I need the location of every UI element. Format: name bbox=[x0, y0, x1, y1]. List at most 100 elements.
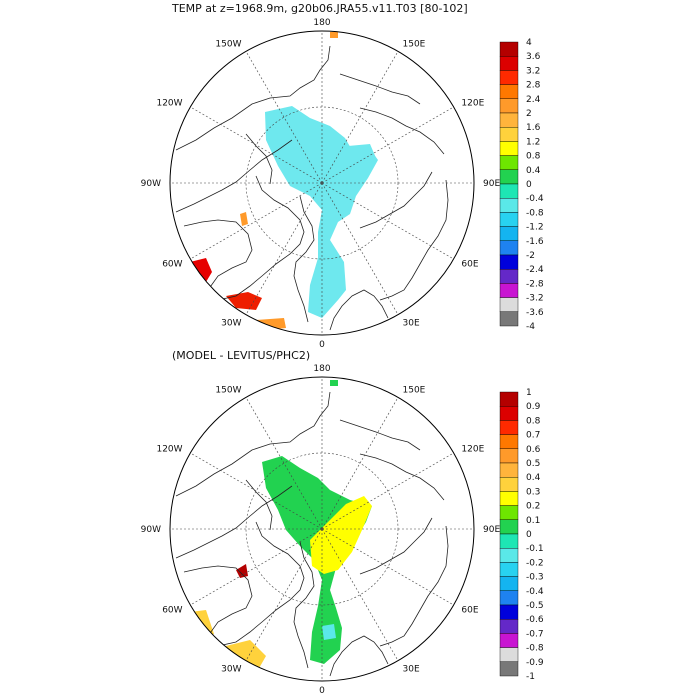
colorbar-label: -0.4 bbox=[526, 587, 544, 597]
colorbar-swatch bbox=[499, 112, 519, 128]
colorbar-label: -3.6 bbox=[526, 308, 544, 318]
colorbar-swatch bbox=[499, 477, 519, 492]
meridian-line bbox=[321, 106, 454, 184]
colorbar-label: -0.7 bbox=[526, 629, 544, 639]
coastline bbox=[379, 525, 449, 647]
longitude-label: 150W bbox=[215, 386, 241, 396]
colorbar-swatch bbox=[499, 311, 519, 327]
colorbar-label: -0.4 bbox=[526, 194, 544, 204]
colorbar-label: -1.6 bbox=[526, 237, 544, 247]
longitude-label: 30W bbox=[221, 318, 241, 328]
warm-anomaly-region bbox=[240, 212, 248, 226]
colorbar-swatch bbox=[499, 212, 519, 227]
warm-anomaly-region bbox=[190, 258, 212, 282]
colorbar-swatch bbox=[499, 661, 519, 677]
colorbar-swatch bbox=[499, 84, 519, 99]
meridian-line bbox=[321, 51, 399, 184]
meridian-line bbox=[321, 528, 454, 606]
colorbar-swatch bbox=[499, 391, 519, 407]
map-boundary bbox=[169, 30, 475, 336]
colorbar-label: 3.6 bbox=[526, 52, 541, 62]
longitude-label: 90E bbox=[483, 179, 500, 189]
positive-anomaly-region bbox=[330, 380, 338, 386]
meridian-line bbox=[321, 182, 454, 260]
colorbar-swatch bbox=[499, 533, 519, 549]
warm-anomaly-region bbox=[256, 318, 286, 330]
coastline bbox=[175, 485, 293, 559]
colorbar-swatch bbox=[499, 647, 519, 662]
coastline bbox=[329, 635, 389, 677]
colorbar: 1 0.9 0.8 0.7 0.6 0.5 0.4 0.3 0.2 0.1 0 -0.1 -0.2 -0.… bbox=[499, 388, 544, 682]
colorbar-swatch bbox=[499, 448, 519, 464]
longitude-label: 60E bbox=[461, 606, 478, 616]
coastline bbox=[175, 45, 331, 151]
meridian-line bbox=[190, 106, 323, 184]
colorbar-label: -1.2 bbox=[526, 223, 544, 233]
coastline bbox=[339, 419, 421, 451]
colorbar-label: 0 bbox=[526, 530, 532, 540]
longitude-label: 150W bbox=[215, 40, 241, 50]
longitude-label: 120W bbox=[156, 99, 182, 109]
colorbar-swatch bbox=[499, 619, 519, 634]
longitude-label: 180 bbox=[313, 364, 330, 374]
colorbar-swatch bbox=[499, 141, 519, 156]
colorbar-label: -0.2 bbox=[526, 558, 544, 568]
colorbar-label: -2 bbox=[526, 251, 535, 261]
colorbar-label: -3.2 bbox=[526, 294, 544, 304]
coastline bbox=[379, 179, 449, 301]
meridian-line bbox=[321, 397, 399, 530]
coastline bbox=[359, 453, 445, 501]
coastline bbox=[245, 133, 273, 185]
colorbar-label: -0.6 bbox=[526, 615, 544, 625]
colorbar-label: 1 bbox=[526, 388, 532, 398]
colorbar-swatch bbox=[499, 519, 519, 535]
meridian-line bbox=[190, 452, 323, 530]
coastline bbox=[175, 139, 293, 213]
longitude-label: 60E bbox=[461, 260, 478, 270]
strong-positive-region bbox=[310, 496, 372, 574]
colorbar-swatch bbox=[499, 548, 519, 563]
figure-subtitle: (MODEL - LEVITUS/PHC2) bbox=[172, 349, 310, 362]
meridian-line bbox=[321, 452, 454, 530]
coastline bbox=[245, 479, 273, 531]
meridian-line bbox=[190, 528, 323, 606]
colorbar-swatch bbox=[499, 41, 519, 57]
meridian-line bbox=[321, 528, 399, 661]
coastline bbox=[183, 175, 305, 301]
colorbar-label: -0.9 bbox=[526, 658, 544, 668]
colorbar-label: 0.3 bbox=[526, 487, 540, 497]
positive-anomaly-region bbox=[190, 610, 214, 640]
colorbar-swatch bbox=[499, 155, 519, 171]
colorbar-label: -0.3 bbox=[526, 573, 544, 583]
longitude-label: 180 bbox=[313, 18, 330, 28]
cold-anomaly-region bbox=[265, 106, 378, 318]
colorbar-label: 0.4 bbox=[526, 166, 541, 176]
model-panel: 180 150E 120E 90E 60E 30E 0 30W 60W 90W 120W 150W 4 3… bbox=[141, 18, 544, 350]
colorbar-swatch bbox=[499, 226, 519, 242]
meridian-line bbox=[245, 51, 323, 184]
colorbar-swatch bbox=[499, 576, 519, 591]
longitude-label: 120E bbox=[461, 445, 484, 455]
coastline bbox=[359, 107, 445, 155]
colorbar-label: 0.2 bbox=[526, 502, 540, 512]
coastline bbox=[183, 521, 305, 647]
coastline bbox=[359, 517, 433, 575]
warm-anomaly-region bbox=[330, 32, 338, 38]
colorbar-swatch bbox=[499, 434, 519, 450]
coastline bbox=[339, 73, 421, 105]
coastline bbox=[175, 391, 331, 497]
colorbar-label: 0.8 bbox=[526, 152, 541, 162]
colorbar-label: -4 bbox=[526, 322, 535, 332]
colorbar-label: 1.2 bbox=[526, 137, 540, 147]
colorbar-swatch bbox=[499, 297, 519, 313]
colorbar-swatch bbox=[499, 56, 519, 71]
colorbar-label: 2 bbox=[526, 109, 532, 119]
colorbar-label: 2.8 bbox=[526, 81, 541, 91]
colorbar-swatch bbox=[499, 254, 519, 270]
meridian-line bbox=[245, 528, 323, 661]
longitude-label: 90W bbox=[141, 525, 161, 535]
longitude-label: 150E bbox=[403, 40, 426, 50]
colorbar-label: -0.1 bbox=[526, 544, 544, 554]
colorbar-swatch bbox=[499, 462, 519, 478]
coastline bbox=[329, 289, 389, 331]
